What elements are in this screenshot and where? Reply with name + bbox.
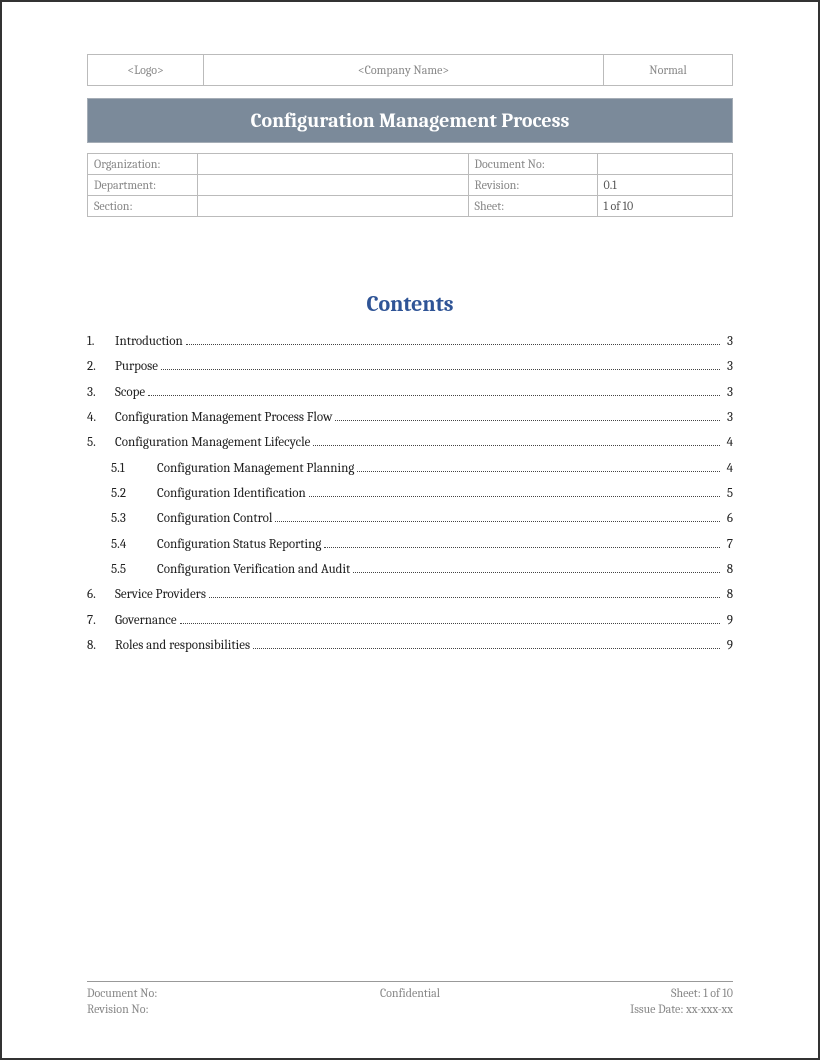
toc-leader-dots [357, 462, 719, 472]
toc-entry[interactable]: 7.Governance 9 [87, 608, 733, 633]
toc-entry[interactable]: 2.Purpose 3 [87, 354, 733, 379]
footer-revision-no: Revision No: [87, 1002, 302, 1016]
meta-value-department [197, 175, 468, 196]
toc-leader-dots [180, 614, 720, 624]
toc-entry-title: Roles and responsibilities [115, 633, 250, 658]
meta-value-revision: 0.1 [597, 175, 732, 196]
toc-entry-number: 5.1 [87, 456, 157, 481]
meta-label-sheet: Sheet: [468, 196, 597, 217]
document-title-bar: Configuration Management Process [87, 98, 733, 143]
meta-value-document-no [597, 154, 732, 175]
toc-entry[interactable]: 5.4Configuration Status Reporting 7 [87, 532, 733, 557]
toc-entry-number: 8. [87, 633, 115, 658]
toc-entry-number: 5.4 [87, 532, 157, 557]
meta-label-revision: Revision: [468, 175, 597, 196]
toc-leader-dots [335, 411, 720, 421]
toc-entry-number: 2. [87, 354, 115, 379]
toc-entry-page: 9 [723, 608, 733, 633]
footer-sheet: Sheet: 1 of 10 [518, 986, 733, 1000]
toc-leader-dots [353, 563, 719, 573]
toc-entry-title: Service Providers [115, 582, 206, 607]
meta-table: Organization: Document No: Department: R… [87, 153, 733, 217]
footer-issue-date: Issue Date: xx-xxx-xx [518, 1002, 733, 1016]
toc-entry-page: 3 [723, 354, 733, 379]
toc-entry-page: 5 [723, 481, 733, 506]
footer-document-no: Document No: [87, 986, 302, 1000]
header-status-cell: Normal [603, 55, 732, 86]
footer-confidential: Confidential [302, 986, 517, 1000]
toc-entry[interactable]: 5.1Configuration Management Planning 4 [87, 456, 733, 481]
footer-rule [87, 981, 733, 982]
toc-entry[interactable]: 8.Roles and responsibilities 9 [87, 633, 733, 658]
toc-entry-title: Configuration Status Reporting [157, 532, 321, 557]
contents-heading: Contents [87, 291, 733, 317]
toc-entry[interactable]: 5.5Configuration Verification and Audit 8 [87, 557, 733, 582]
meta-value-section [197, 196, 468, 217]
toc-entry-title: Configuration Management Planning [157, 456, 354, 481]
toc-leader-dots [309, 487, 720, 497]
toc-entry-page: 8 [723, 582, 733, 607]
toc-entry[interactable]: 6.Service Providers 8 [87, 582, 733, 607]
toc-entry-title: Introduction [115, 329, 183, 354]
toc-entry-number: 6. [87, 582, 115, 607]
toc-entry-title: Governance [115, 608, 177, 633]
toc-leader-dots [186, 335, 720, 345]
meta-label-document-no: Document No: [468, 154, 597, 175]
footer-blank [302, 1002, 517, 1016]
toc-entry-number: 1. [87, 329, 115, 354]
header-company-cell: <Company Name> [204, 55, 604, 86]
meta-row: Organization: Document No: [88, 154, 733, 175]
toc-entry-number: 5.3 [87, 506, 157, 531]
toc-entry-title: Configuration Management Lifecycle [115, 430, 310, 455]
toc-leader-dots [209, 589, 720, 599]
toc-leader-dots [324, 538, 720, 548]
meta-label-section: Section: [88, 196, 198, 217]
toc-entry-number: 5.5 [87, 557, 157, 582]
toc-entry[interactable]: 1.Introduction 3 [87, 329, 733, 354]
toc-leader-dots [253, 639, 720, 649]
toc-entry-page: 3 [723, 380, 733, 405]
toc-entry-title: Purpose [115, 354, 158, 379]
header-table: <Logo> <Company Name> Normal [87, 54, 733, 86]
meta-row: Section: Sheet: 1 of 10 [88, 196, 733, 217]
toc-entry-page: 3 [723, 405, 733, 430]
meta-label-organization: Organization: [88, 154, 198, 175]
header-logo-cell: <Logo> [88, 55, 204, 86]
toc-entry-page: 9 [723, 633, 733, 658]
toc-entry-page: 8 [723, 557, 733, 582]
meta-value-organization [197, 154, 468, 175]
meta-label-department: Department: [88, 175, 198, 196]
toc-entry-page: 7 [723, 532, 733, 557]
toc-entry-page: 6 [723, 506, 733, 531]
meta-value-sheet: 1 of 10 [597, 196, 732, 217]
toc-entry-page: 4 [723, 456, 733, 481]
toc-entry[interactable]: 5.3Configuration Control 6 [87, 506, 733, 531]
page-footer: Document No: Confidential Sheet: 1 of 10… [87, 981, 733, 1016]
table-of-contents: 1.Introduction32.Purpose33.Scope34.Confi… [87, 329, 733, 658]
toc-entry-number: 5. [87, 430, 115, 455]
toc-entry[interactable]: 5.2Configuration Identification 5 [87, 481, 733, 506]
toc-entry[interactable]: 5.Configuration Management Lifecycle 4 [87, 430, 733, 455]
toc-entry-number: 4. [87, 405, 115, 430]
toc-entry-number: 3. [87, 380, 115, 405]
toc-leader-dots [313, 437, 719, 447]
toc-entry-title: Configuration Identification [157, 481, 306, 506]
toc-entry-title: Configuration Control [157, 506, 272, 531]
toc-entry-title: Configuration Management Process Flow [115, 405, 332, 430]
toc-entry-page: 3 [723, 329, 733, 354]
toc-leader-dots [161, 361, 720, 371]
toc-entry-page: 4 [723, 430, 733, 455]
toc-leader-dots [148, 386, 720, 396]
toc-entry[interactable]: 4.Configuration Management Process Flow 3 [87, 405, 733, 430]
document-page: <Logo> <Company Name> Normal Configurati… [2, 2, 818, 1058]
toc-entry-title: Scope [115, 380, 145, 405]
toc-entry[interactable]: 3.Scope 3 [87, 380, 733, 405]
toc-entry-number: 7. [87, 608, 115, 633]
toc-leader-dots [275, 513, 719, 523]
meta-row: Department: Revision: 0.1 [88, 175, 733, 196]
toc-entry-title: Configuration Verification and Audit [157, 557, 350, 582]
toc-entry-number: 5.2 [87, 481, 157, 506]
